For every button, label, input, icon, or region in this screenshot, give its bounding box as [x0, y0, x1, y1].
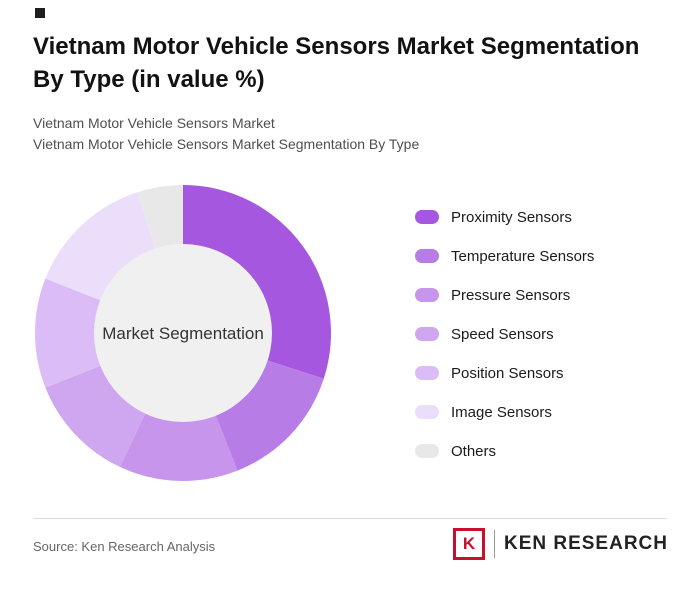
legend-item: Position Sensors [415, 362, 594, 384]
legend-label: Proximity Sensors [451, 208, 572, 226]
legend-label: Image Sensors [451, 403, 552, 421]
donut-chart: Market Segmentation [35, 185, 332, 482]
legend-swatch [415, 405, 439, 419]
page-title-line-1: Vietnam Motor Vehicle Sensors Market Seg… [33, 33, 640, 60]
logo-separator [493, 530, 495, 558]
logo-wordmark: KEN RESEARCH [503, 533, 668, 554]
legend-label: Others [451, 442, 497, 460]
ken-research-logo: K KEN RESEARCH [452, 528, 668, 560]
legend-label: Speed Sensors [451, 325, 554, 343]
legend-item: Others [415, 440, 594, 462]
page-title-line-2: By Type (in value %) [33, 66, 265, 94]
footer-divider [33, 518, 667, 519]
source-text: Source: Ken Research Analysis [33, 539, 216, 554]
top-left-mark [35, 8, 45, 18]
legend-swatch [415, 366, 439, 380]
donut-center-label: Market Segmentation [102, 324, 264, 343]
legend-item: Image Sensors [415, 401, 594, 423]
legend-item: Proximity Sensors [415, 206, 594, 228]
legend-item: Temperature Sensors [415, 245, 594, 267]
legend-label: Position Sensors [451, 364, 564, 382]
logo-k-emblem: K [452, 528, 485, 560]
subtitle-block: Vietnam Motor Vehicle Sensors Market Vie… [33, 113, 419, 155]
legend-swatch [415, 327, 439, 341]
legend-swatch [415, 288, 439, 302]
legend-swatch [415, 444, 439, 458]
page-title: Vietnam Motor Vehicle Sensors Market Seg… [33, 30, 693, 96]
subtitle-line-1: Vietnam Motor Vehicle Sensors Market [33, 115, 275, 131]
legend-item: Speed Sensors [415, 323, 594, 345]
legend-item: Pressure Sensors [415, 284, 594, 306]
chart-legend: Proximity Sensors Temperature Sensors Pres… [415, 206, 594, 462]
subtitle-line-2: Vietnam Motor Vehicle Sensors Market Seg… [33, 136, 420, 152]
legend-label: Temperature Sensors [451, 247, 595, 265]
legend-swatch [415, 249, 439, 263]
legend-swatch [415, 210, 439, 224]
donut-center [94, 244, 272, 422]
legend-label: Pressure Sensors [451, 286, 571, 304]
